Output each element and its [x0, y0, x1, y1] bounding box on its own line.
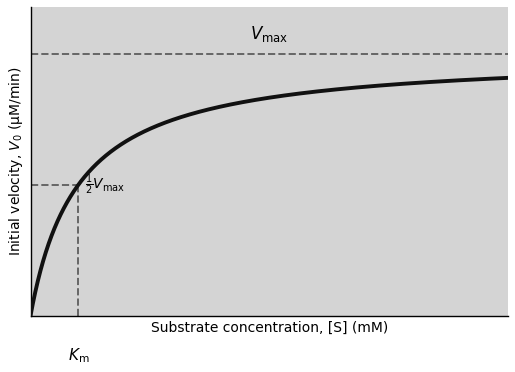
Y-axis label: Initial velocity, $V_0$ (μM/min): Initial velocity, $V_0$ (μM/min) [7, 67, 25, 256]
Text: $K_{\mathrm{m}}$: $K_{\mathrm{m}}$ [67, 346, 89, 365]
Text: $\mathregular{\frac{1}{2}}V_{\mathrm{max}}$: $\mathregular{\frac{1}{2}}V_{\mathrm{max… [85, 173, 126, 197]
Text: $V_{\mathrm{max}}$: $V_{\mathrm{max}}$ [250, 24, 288, 44]
X-axis label: Substrate concentration, [S] (mM): Substrate concentration, [S] (mM) [151, 321, 388, 335]
